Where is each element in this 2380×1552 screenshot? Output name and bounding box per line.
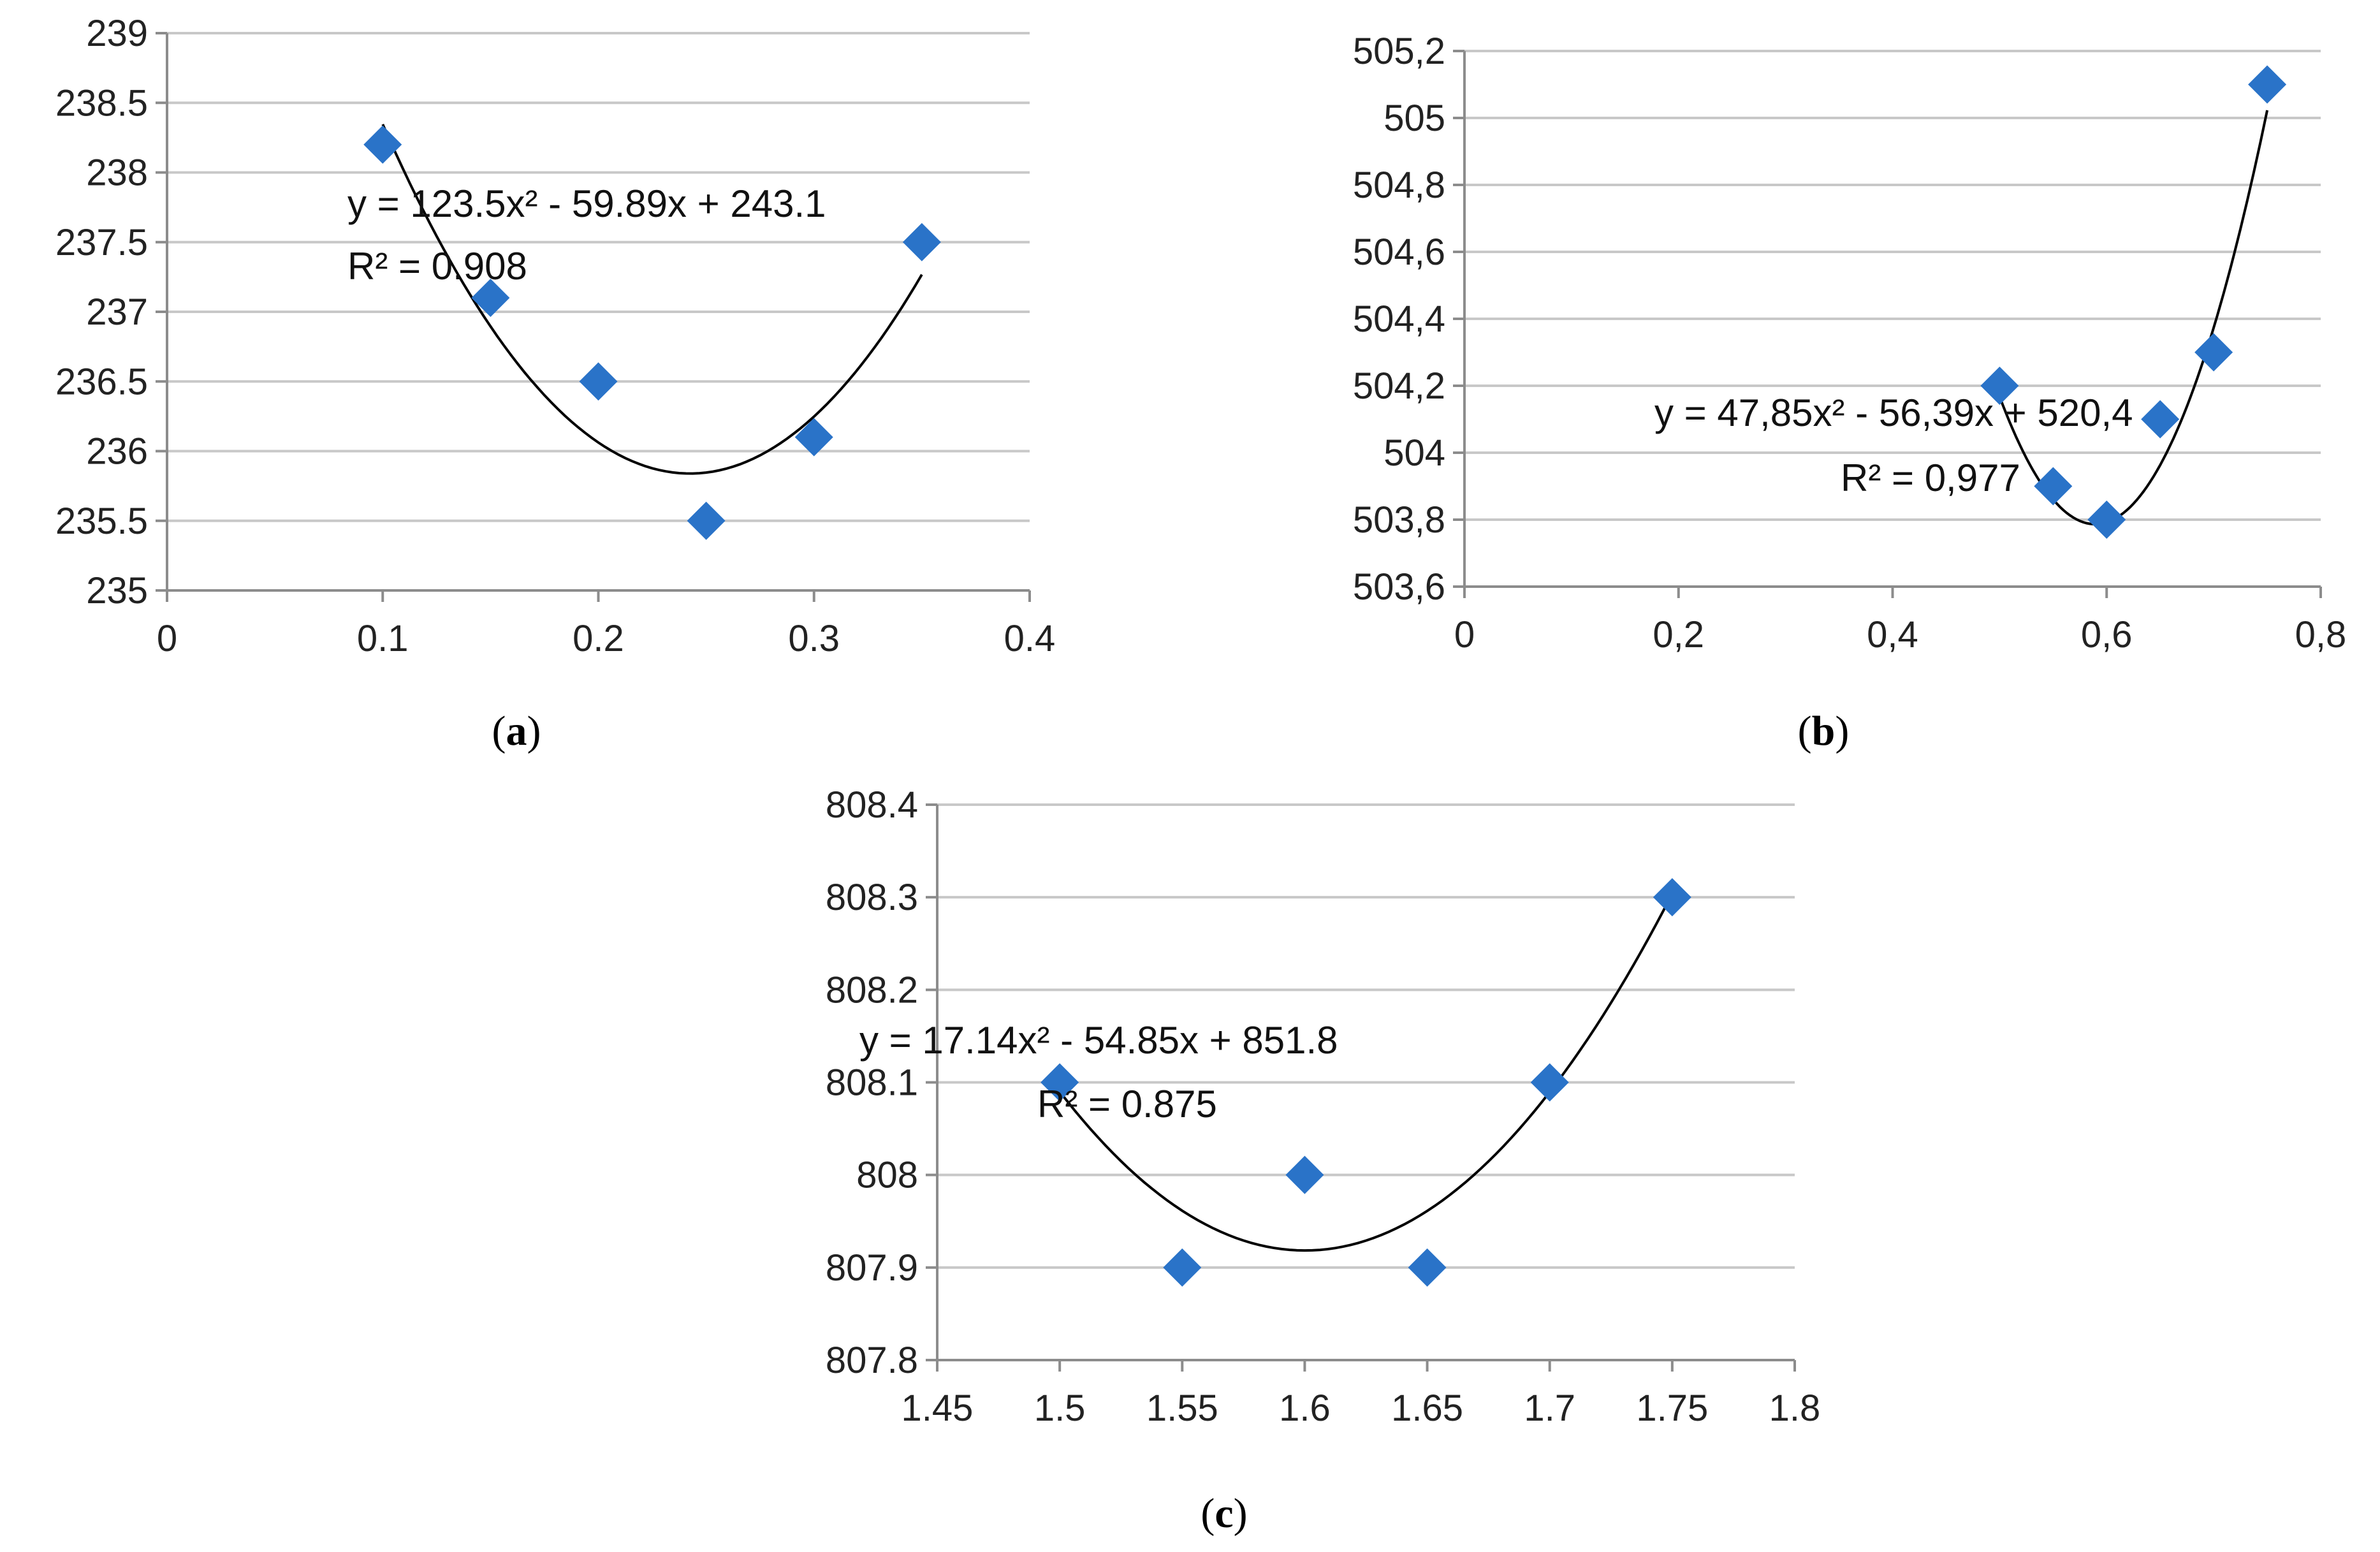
x-tick-label: 0 — [1454, 614, 1475, 655]
panel-label: (b) — [1798, 708, 1850, 754]
x-tick-label: 1.75 — [1636, 1387, 1708, 1429]
y-tick-label: 235.5 — [55, 501, 148, 542]
data-point — [1980, 367, 2019, 405]
y-tick-label: 504,4 — [1353, 298, 1445, 340]
chart-panel-b: 503,6 503,8 504 504,2 504,4 504,6 504,8 505 505,… — [1353, 31, 2346, 754]
data-point — [2034, 467, 2073, 506]
y-tick-label: 237.5 — [55, 222, 148, 263]
x-tick-label: 0.3 — [788, 618, 840, 659]
y-tick-label: 808 — [856, 1155, 918, 1196]
r-squared-label: R² = 0.908 — [347, 245, 527, 288]
r-squared-label: R² = 0,977 — [1841, 457, 2020, 499]
y-tick-label: 808.2 — [826, 969, 918, 1011]
y-tick-label: 807.8 — [826, 1340, 918, 1381]
y-tick-label: 503,8 — [1353, 499, 1445, 541]
data-point — [794, 418, 833, 457]
y-tick-label: 237 — [86, 291, 148, 333]
x-tick-label: 1.7 — [1524, 1387, 1575, 1429]
data-point — [363, 125, 402, 164]
data-point — [2248, 65, 2287, 104]
x-tick-label: 0 — [157, 618, 177, 659]
data-point — [1408, 1248, 1447, 1287]
y-tick-label: 807.9 — [826, 1247, 918, 1289]
data-point — [687, 501, 726, 540]
y-tick-label: 504,8 — [1353, 165, 1445, 206]
data-point — [2141, 400, 2180, 439]
y-tick-label: 808.1 — [826, 1062, 918, 1104]
y-tick-label: 808.3 — [826, 877, 918, 918]
x-tick-label: 0,6 — [2081, 614, 2133, 655]
y-tick-label: 238.5 — [55, 82, 148, 124]
data-point — [1653, 878, 1691, 917]
y-tick-label: 504,2 — [1353, 365, 1445, 407]
y-tick-label: 504,6 — [1353, 231, 1445, 273]
y-tick-label: 239 — [86, 13, 148, 54]
data-point — [902, 223, 941, 261]
data-point — [1530, 1063, 1569, 1102]
y-tick-label: 503,6 — [1353, 566, 1445, 608]
y-tick-label: 235 — [86, 570, 148, 611]
y-tick-label: 236.5 — [55, 361, 148, 402]
x-tick-label: 0.4 — [1004, 618, 1056, 659]
trendline-equation: y = 123.5x² - 59.89x + 243.1 — [347, 182, 826, 225]
data-point — [1040, 1063, 1079, 1102]
x-tick-label: 1.6 — [1279, 1387, 1331, 1429]
data-point — [2194, 333, 2233, 372]
x-tick-label: 0,4 — [1867, 614, 1918, 655]
data-point — [579, 362, 618, 401]
x-tick-label: 1.8 — [1769, 1387, 1821, 1429]
x-tick-label: 0.2 — [573, 618, 624, 659]
x-tick-label: 1.55 — [1146, 1387, 1218, 1429]
trendline — [1058, 893, 1674, 1252]
x-tick-label: 1.45 — [902, 1387, 974, 1429]
data-point — [471, 279, 510, 318]
y-tick-label: 238 — [86, 152, 148, 194]
trendline — [1998, 110, 2269, 526]
data-point — [2087, 501, 2126, 539]
r-squared-label: R² = 0.875 — [1037, 1083, 1217, 1125]
trendline — [381, 124, 923, 475]
x-tick-label: 1.65 — [1391, 1387, 1463, 1429]
trendline-equation: y = 47,85x² - 56,39x + 520,4 — [1654, 392, 2133, 434]
chart-panel-a: 235 235.5 236 236.5 237 237.5 238 238.5 239 0 0.1 0… — [55, 13, 1055, 754]
data-point — [1163, 1248, 1202, 1287]
y-tick-label: 504 — [1383, 432, 1445, 474]
x-tick-label: 0,2 — [1653, 614, 1704, 655]
y-tick-label: 236 — [86, 431, 148, 472]
chart-panel-c: 807.8 807.9 808 808.1 808.2 808.3 808.4 1.45 1.5… — [826, 784, 1820, 1537]
y-tick-label: 505 — [1383, 98, 1445, 139]
panel-label: (a) — [492, 708, 541, 754]
x-tick-label: 0,8 — [2295, 614, 2347, 655]
x-tick-label: 0.1 — [357, 618, 409, 659]
y-tick-label: 505,2 — [1353, 31, 1445, 72]
trendline-equation: y = 17.14x² - 54.85x + 851.8 — [859, 1019, 1338, 1062]
y-tick-label: 808.4 — [826, 784, 918, 826]
panel-label: (c) — [1201, 1490, 1247, 1537]
x-tick-label: 1.5 — [1034, 1387, 1086, 1429]
data-point — [1285, 1155, 1324, 1194]
